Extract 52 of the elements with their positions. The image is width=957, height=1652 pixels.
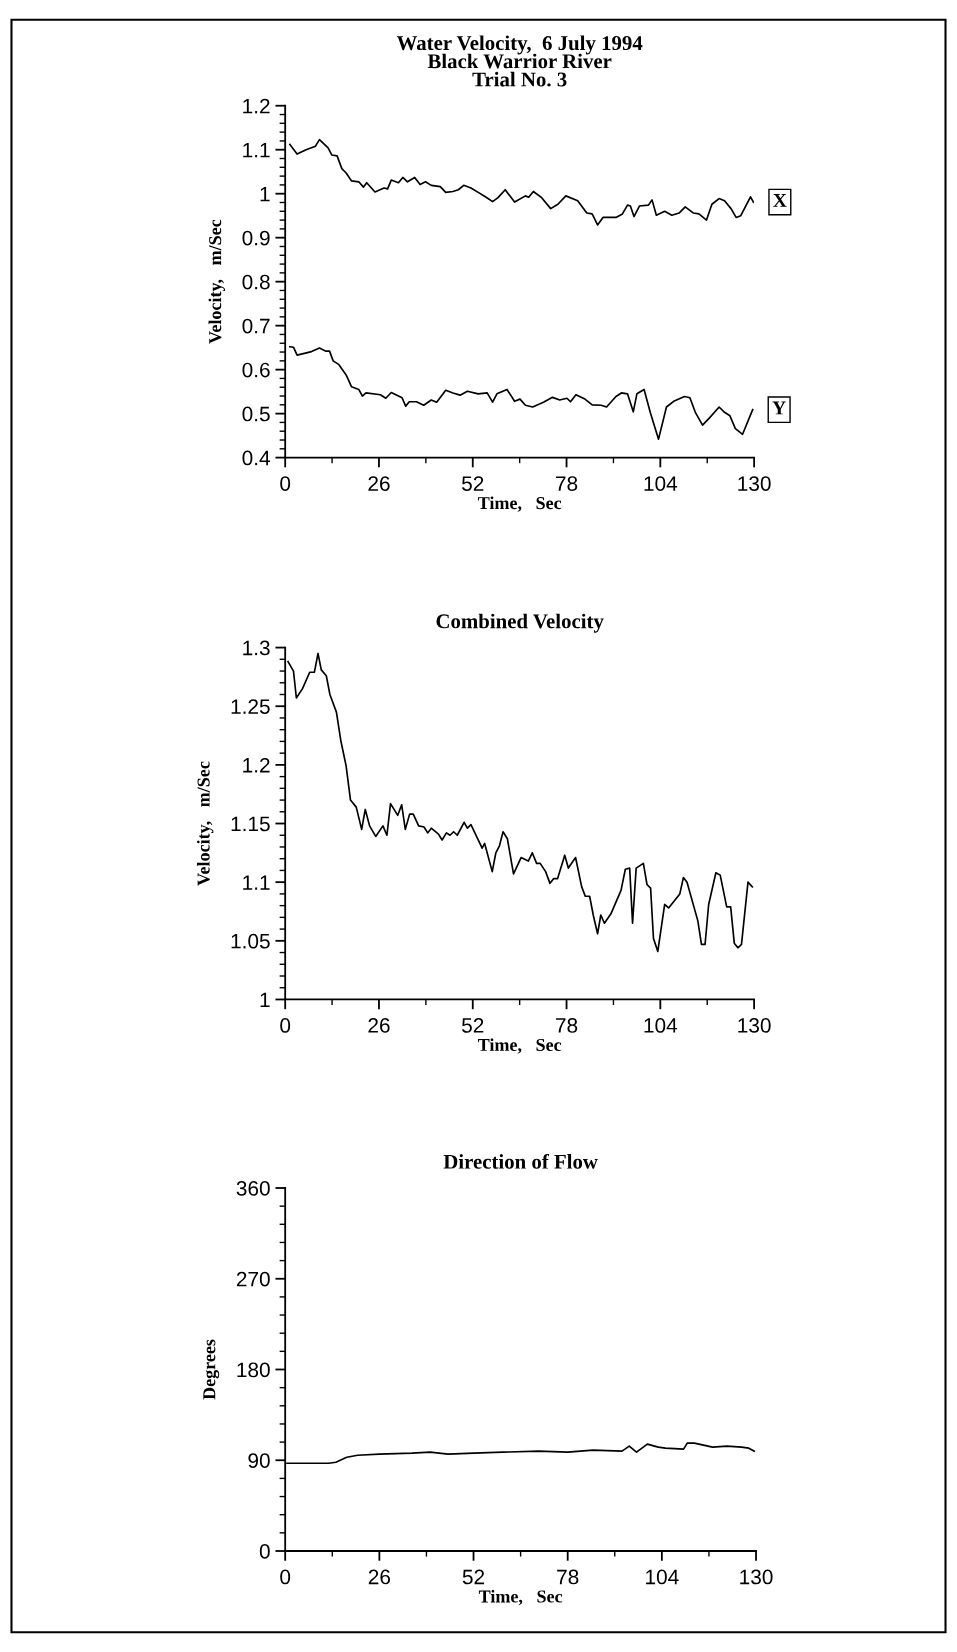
x-tick-label: 26 bbox=[368, 476, 390, 491]
y-tick-label: 0.8 bbox=[242, 274, 270, 290]
x-tick-label: 0 bbox=[280, 1569, 291, 1585]
x-tick-label: 78 bbox=[556, 476, 578, 491]
y-axis-title: Velocity, m/Sec bbox=[196, 761, 214, 886]
y-tick-label: 1.05 bbox=[231, 933, 270, 949]
chart-title: Water Velocity, 6 July 1994 Black Warrior River Trial No. 3 bbox=[396, 35, 643, 87]
y-tick-label: 1.15 bbox=[231, 816, 270, 832]
y-tick-label: 1.2 bbox=[243, 98, 270, 114]
y-axis-title: Degrees bbox=[203, 1339, 220, 1400]
x-tick-label: 104 bbox=[644, 1018, 678, 1033]
x-tick-label: 0 bbox=[280, 476, 291, 491]
x-tick-label: 0 bbox=[280, 1018, 291, 1033]
y-tick-label: 180 bbox=[237, 1362, 270, 1378]
line-series bbox=[289, 345, 754, 440]
x-tick-label: 130 bbox=[740, 1569, 773, 1585]
chart-title: Combined Velocity bbox=[436, 613, 604, 633]
x-axis-title: Time, Sec bbox=[478, 1589, 563, 1606]
chart-title: Direction of Flow bbox=[443, 1153, 598, 1169]
x-tick-label: 130 bbox=[738, 1018, 771, 1033]
x-tick-label: 52 bbox=[462, 1569, 485, 1585]
x-tick-label: 26 bbox=[368, 1018, 390, 1033]
x-axis-title: Time, Sec bbox=[477, 496, 562, 512]
x-tick-label: 104 bbox=[646, 1569, 679, 1585]
y-tick-label: 1.3 bbox=[243, 640, 270, 656]
x-tick-label: 26 bbox=[368, 1569, 391, 1585]
x-tick-label: 52 bbox=[462, 476, 484, 491]
y-tick-label: 1.1 bbox=[243, 875, 270, 890]
x-tick-label: 130 bbox=[738, 476, 771, 491]
x-tick-label: 52 bbox=[462, 1018, 484, 1033]
series-label: Y bbox=[772, 401, 786, 415]
x-tick-label: 78 bbox=[557, 1569, 579, 1585]
x-axis-title: Time, Sec bbox=[477, 1038, 562, 1054]
y-tick-label: 1 bbox=[260, 992, 270, 1008]
y-tick-label: 0 bbox=[259, 1544, 270, 1559]
y-tick-label: 1.25 bbox=[231, 699, 270, 714]
x-tick-label: 78 bbox=[556, 1018, 578, 1033]
y-tick-label: 360 bbox=[236, 1181, 270, 1196]
x-tick-label: 104 bbox=[644, 476, 678, 491]
y-axis-title: Velocity, m/Sec bbox=[208, 219, 225, 344]
y-tick-label: 0.4 bbox=[242, 450, 270, 466]
line-series bbox=[289, 138, 755, 226]
y-tick-label: 90 bbox=[248, 1453, 270, 1468]
y-tick-label: 0.5 bbox=[242, 406, 270, 422]
series-label: X bbox=[773, 194, 787, 207]
y-tick-label: 1 bbox=[260, 186, 270, 202]
y-tick-label: 0.7 bbox=[242, 318, 270, 334]
y-tick-label: 0.9 bbox=[242, 230, 270, 246]
y-tick-label: 1.2 bbox=[243, 757, 270, 773]
y-tick-label: 270 bbox=[236, 1271, 270, 1287]
y-tick-label: 0.6 bbox=[242, 362, 270, 378]
y-tick-label: 1.1 bbox=[243, 142, 270, 158]
